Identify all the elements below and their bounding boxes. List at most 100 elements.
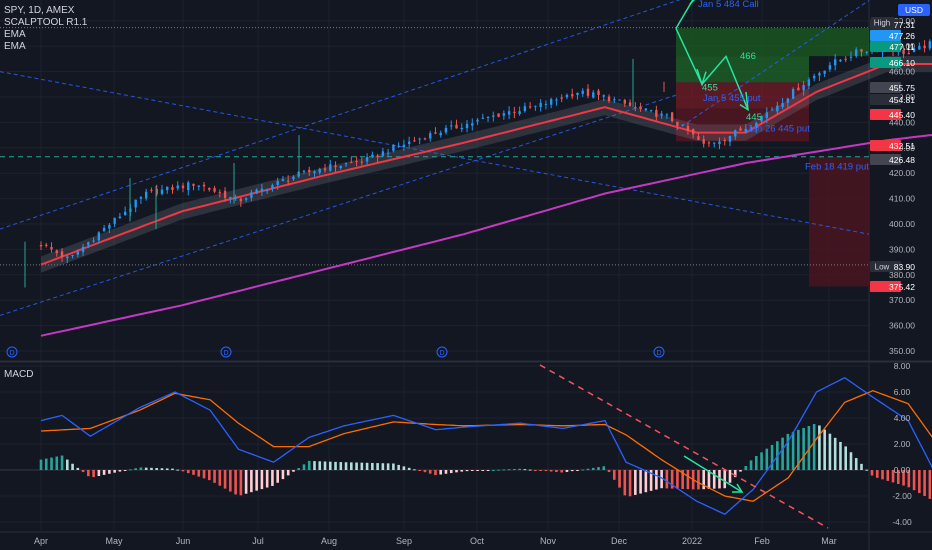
macd-histogram-bar	[870, 470, 874, 476]
macd-histogram-bar	[265, 470, 269, 488]
macd-histogram-bar	[449, 470, 453, 474]
candle-body	[502, 113, 506, 116]
currency-label: USD	[905, 5, 923, 15]
time-axis-label: Sep	[396, 536, 412, 546]
macd-histogram-bar	[765, 448, 769, 470]
time-axis-label: Mar	[821, 536, 837, 546]
macd-histogram-bar	[649, 470, 653, 491]
price-tag-bg	[870, 41, 901, 52]
candle-body	[744, 128, 747, 133]
candle-body	[360, 161, 364, 163]
macd-tick-label: 2.00	[894, 439, 911, 449]
candle-body	[144, 191, 148, 199]
candle-body	[329, 164, 332, 171]
candle-body	[739, 128, 742, 131]
macd-histogram-bar	[192, 470, 195, 475]
price-tag-label: 477.26	[889, 31, 915, 41]
macd-histogram-bar	[718, 470, 721, 489]
symbol-title[interactable]: SPY, 1D, AMEX	[4, 5, 75, 16]
candle-body	[660, 113, 663, 116]
price-tag-label: 432.51	[889, 141, 915, 151]
macd-histogram-bar	[739, 470, 742, 472]
candle-body	[455, 124, 458, 129]
candle-body	[849, 56, 853, 58]
candle-body	[76, 251, 80, 255]
candle-body	[713, 142, 716, 144]
macd-histogram-bar	[428, 470, 432, 474]
macd-histogram-bar	[71, 463, 74, 470]
candle-body	[281, 179, 285, 182]
candle-body	[486, 116, 490, 118]
candle-body	[639, 107, 642, 110]
candle-body	[823, 70, 826, 74]
dividend-marker-label: D	[439, 350, 444, 357]
macd-histogram-bar	[470, 470, 474, 471]
time-axis-label: Oct	[470, 536, 485, 546]
candle-body	[828, 65, 832, 70]
candle-body	[481, 117, 484, 119]
macd-histogram-bar	[165, 468, 169, 470]
macd-histogram-bar	[570, 470, 574, 472]
candle-body	[271, 185, 274, 189]
candle-body	[376, 155, 379, 158]
dividend-marker-icon	[220, 346, 232, 358]
candle-body	[208, 187, 211, 190]
macd-histogram-bar	[176, 469, 180, 471]
macd-histogram-bar	[881, 470, 884, 480]
macd-histogram-bar	[350, 462, 353, 470]
candle-body	[176, 185, 179, 189]
candle-body	[755, 123, 758, 129]
macd-tick-label: 4.00	[894, 413, 911, 423]
candle-body	[781, 103, 784, 107]
macd-histogram-bar	[323, 461, 327, 470]
currency-badge-bg	[898, 4, 930, 16]
candle-body	[223, 190, 227, 198]
candle-body	[791, 89, 795, 99]
candle-body	[797, 87, 800, 91]
macd-line	[40, 376, 932, 515]
price-tick-label: 400.00	[889, 219, 915, 229]
macd-title[interactable]: MACD	[4, 369, 34, 380]
macd-histogram-bar	[665, 470, 669, 489]
macd-histogram-bar	[760, 452, 763, 470]
price-tag-label: 426.48	[889, 155, 915, 165]
macd-histogram-bar	[297, 468, 301, 470]
macd-histogram-bar	[439, 470, 443, 475]
macd-histogram-bar	[623, 470, 627, 496]
macd-histogram-bar	[865, 469, 869, 471]
macd-histogram-bar	[581, 469, 585, 471]
macd-histogram-bar	[728, 470, 732, 483]
macd-histogram-bar	[634, 470, 637, 495]
macd-histogram-bar	[681, 470, 684, 489]
macd-histogram-bar	[923, 470, 926, 496]
price-tag-bg	[870, 154, 901, 165]
indicator-ema-1[interactable]: EMA	[4, 29, 26, 40]
high-label: High	[874, 19, 890, 28]
macd-histogram-bar	[912, 470, 916, 491]
candle-body	[718, 141, 721, 145]
candle-body	[702, 139, 705, 144]
macd-histogram-bar	[907, 470, 911, 488]
candle-body	[444, 127, 448, 133]
time-axis-label: Jun	[176, 536, 191, 546]
candle-body	[108, 224, 111, 229]
candle-body	[839, 59, 842, 62]
candle-body	[166, 186, 169, 191]
candle-body	[665, 114, 669, 116]
price-tick-label: 410.00	[889, 194, 915, 204]
macd-histogram-bar	[576, 470, 579, 471]
indicator-ema-2[interactable]: EMA	[4, 41, 26, 52]
indicator-scalptool[interactable]: SCALPTOOL R1.1	[4, 17, 88, 28]
candle-body	[381, 151, 385, 156]
macd-histogram-bar	[660, 470, 663, 489]
macd-histogram-bar	[413, 469, 416, 471]
dividend-marker-icon	[6, 346, 18, 358]
ema-fast-line	[40, 63, 932, 266]
time-axis-label: May	[105, 536, 123, 546]
macd-histogram-bar	[92, 470, 95, 478]
candle-body	[865, 51, 868, 53]
green-zone-upper	[676, 28, 869, 57]
candle-body	[855, 49, 858, 56]
low-label: Low	[875, 263, 890, 272]
